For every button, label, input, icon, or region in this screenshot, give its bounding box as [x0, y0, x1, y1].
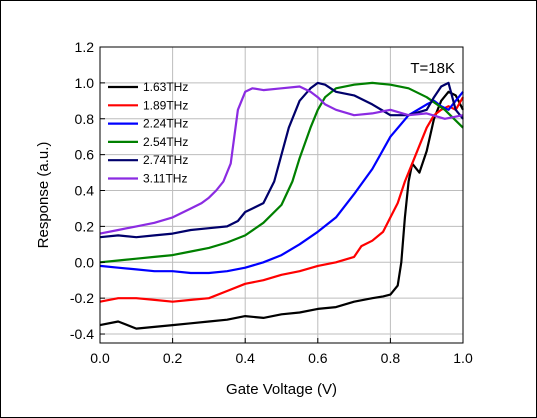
x-tick-label: 0.2: [163, 350, 183, 366]
legend-label: 2.74THz: [143, 153, 188, 167]
x-tick-label: 0.6: [308, 350, 328, 366]
y-tick-label: 0.4: [75, 183, 95, 199]
y-tick-label: 0.2: [75, 218, 95, 234]
legend-label: 3.11THz: [143, 172, 187, 186]
y-tick-label: 0.8: [75, 111, 95, 127]
x-tick-label: 0.4: [235, 350, 255, 366]
legend-label: 2.54THz: [143, 135, 188, 149]
series-line: [99, 90, 464, 330]
series-line: [99, 81, 464, 264]
x-tick-label: 0.0: [90, 350, 110, 366]
legend-label: 1.89THz: [143, 98, 188, 112]
y-tick-label: -0.2: [70, 290, 94, 306]
series-line: [99, 91, 464, 275]
y-tick-label: 1.0: [75, 75, 95, 91]
series-line: [99, 85, 464, 235]
x-tick-label: 0.8: [381, 350, 401, 366]
y-tick-label: 0.6: [75, 147, 95, 163]
y-tick-label: 1.2: [75, 39, 95, 55]
temperature-annotation: T=18K: [410, 60, 455, 77]
y-tick-label: -0.4: [70, 326, 94, 342]
legend-label: 1.63THz: [143, 80, 188, 94]
series-line: [99, 81, 464, 239]
series-line: [99, 96, 464, 303]
series-lines: [99, 81, 464, 330]
legend-label: 2.24THz: [143, 117, 188, 131]
x-tick-label: 1.0: [453, 350, 473, 366]
y-tick-label: 0.0: [75, 254, 95, 270]
plot-area-border: [99, 46, 464, 344]
x-axis-label: Gate Voltage (V): [226, 381, 337, 398]
legend: 1.63THz 1.89THz 2.24THz 2.54THz 2.74THz 3.11T…: [108, 80, 188, 186]
axis-ticks: 0.0 0.2 0.4 0.6 0.8 1.0 -0.4 -0.2 0.0 0.2 0.4 0.6 0.…: [70, 39, 473, 366]
y-axis-label: Response (a.u.): [35, 142, 52, 249]
